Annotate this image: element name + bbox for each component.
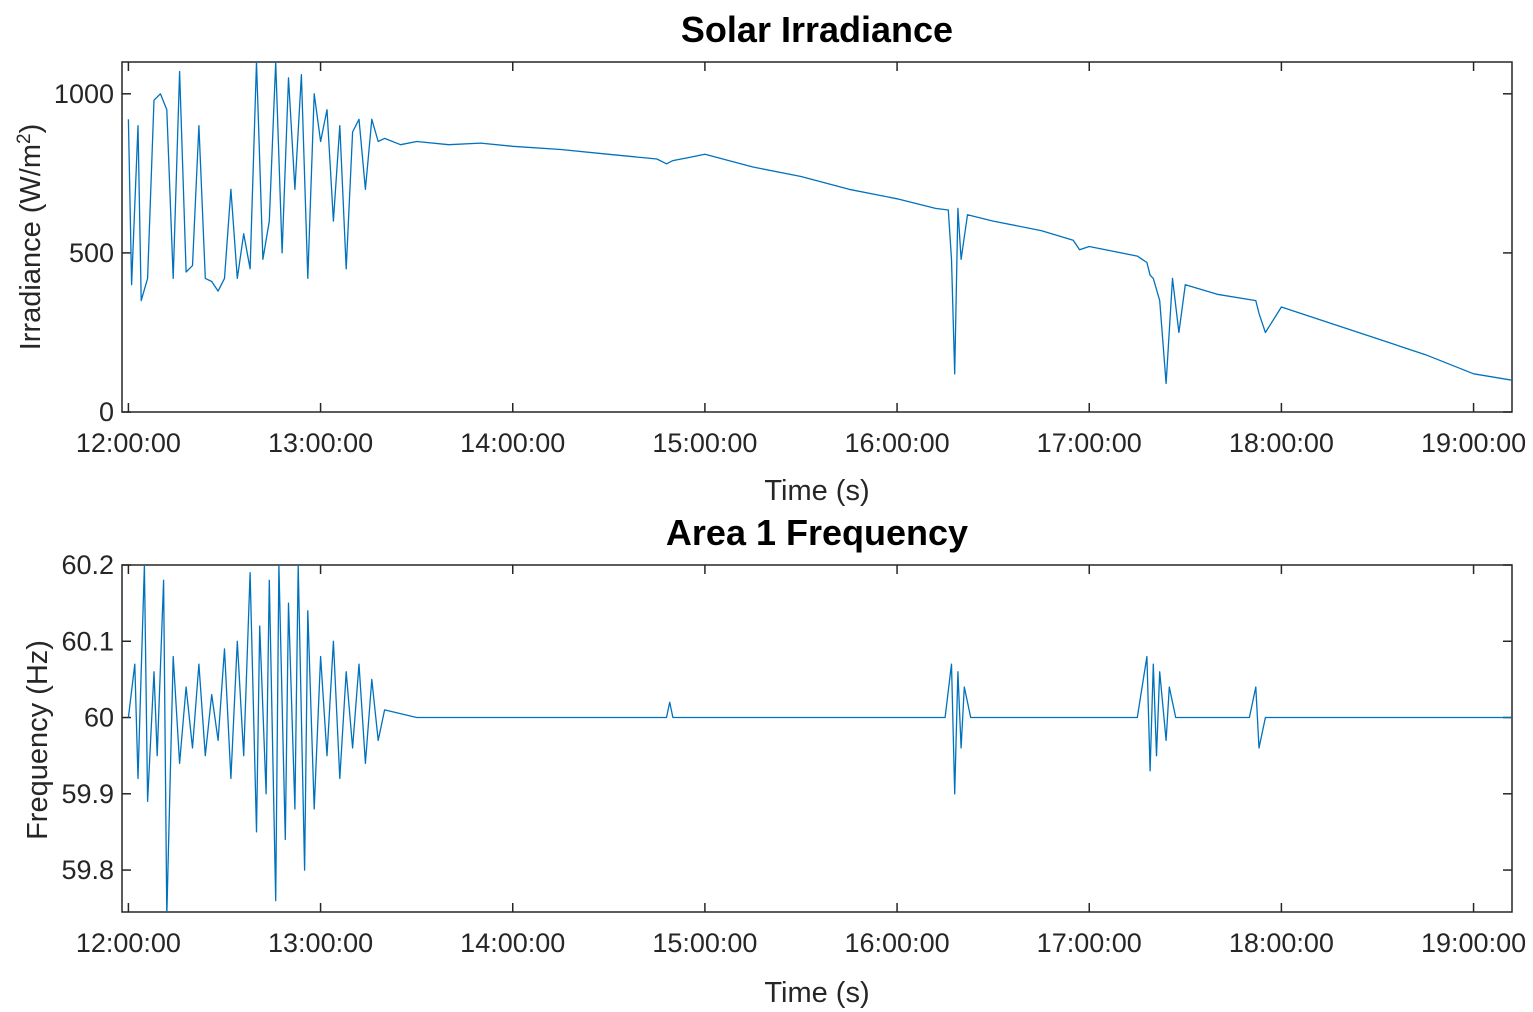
frequency-xtick-label-7: 19:00:00: [1421, 928, 1526, 958]
irradiance-xlabel: Time (s): [764, 475, 869, 507]
irradiance-panel: Solar Irradiance 12:00:00 13:00:00 14:00:0…: [14, 9, 1527, 507]
frequency-xtick-label-2: 14:00:00: [460, 928, 565, 958]
irradiance-ylabel-superscript: 2: [14, 133, 35, 144]
irradiance-axes-box: [121, 61, 1513, 413]
frequency-series-line-0: [127, 565, 1512, 912]
frequency-ylabel: Frequency (Hz): [22, 640, 54, 840]
frequency-xtick-label-6: 18:00:00: [1229, 928, 1334, 958]
frequency-ytick-label-3: 60.1: [61, 626, 114, 656]
irradiance-xtick-label-3: 15:00:00: [652, 428, 757, 458]
irradiance-ylabel: Irradiance (W/m2): [14, 124, 48, 351]
frequency-xlabel: Time (s): [764, 977, 869, 1009]
frequency-xtick-label-4: 16:00:00: [845, 928, 950, 958]
irradiance-xtick-label-1: 13:00:00: [268, 428, 373, 458]
irradiance-ylabel-suffix: ): [15, 124, 47, 134]
frequency-ticks: 12:00:00 13:00:00 14:00:00 15:00:00 16:00:00…: [61, 550, 1526, 958]
frequency-ytick-label-0: 59.8: [61, 855, 114, 885]
frequency-xtick-label-5: 17:00:00: [1037, 928, 1142, 958]
irradiance-ytick-label-1: 500: [69, 238, 114, 268]
irradiance-series-line-0: [127, 62, 1512, 385]
irradiance-ticks: 12:00:00 13:00:00 14:00:00 15:00:00 16:00:00…: [54, 62, 1526, 458]
frequency-xtick-label-3: 15:00:00: [652, 928, 757, 958]
frequency-ytick-label-2: 60: [84, 703, 114, 733]
irradiance-plot-area: [127, 62, 1512, 385]
irradiance-xtick-label-2: 14:00:00: [460, 428, 565, 458]
irradiance-title: Solar Irradiance: [681, 9, 953, 50]
frequency-axes-box: [121, 564, 1513, 913]
frequency-ytick-label-4: 60.2: [61, 550, 114, 580]
frequency-xtick-label-0: 12:00:00: [76, 928, 181, 958]
frequency-panel: Area 1 Frequency 12:00:00 13:00:00 14:00:0…: [22, 512, 1526, 1009]
frequency-plot-area: [127, 565, 1512, 912]
frequency-ytick-label-1: 59.9: [61, 779, 114, 809]
irradiance-xtick-label-6: 18:00:00: [1229, 428, 1334, 458]
frequency-xtick-label-1: 13:00:00: [268, 928, 373, 958]
irradiance-xtick-label-4: 16:00:00: [845, 428, 950, 458]
irradiance-xtick-label-7: 19:00:00: [1421, 428, 1526, 458]
irradiance-ylabel-main: Irradiance (W/m: [15, 144, 47, 350]
irradiance-ytick-label-0: 0: [99, 397, 114, 427]
irradiance-xtick-label-0: 12:00:00: [76, 428, 181, 458]
irradiance-ytick-label-2: 1000: [54, 79, 114, 109]
irradiance-xtick-label-5: 17:00:00: [1037, 428, 1142, 458]
frequency-title: Area 1 Frequency: [666, 512, 968, 553]
